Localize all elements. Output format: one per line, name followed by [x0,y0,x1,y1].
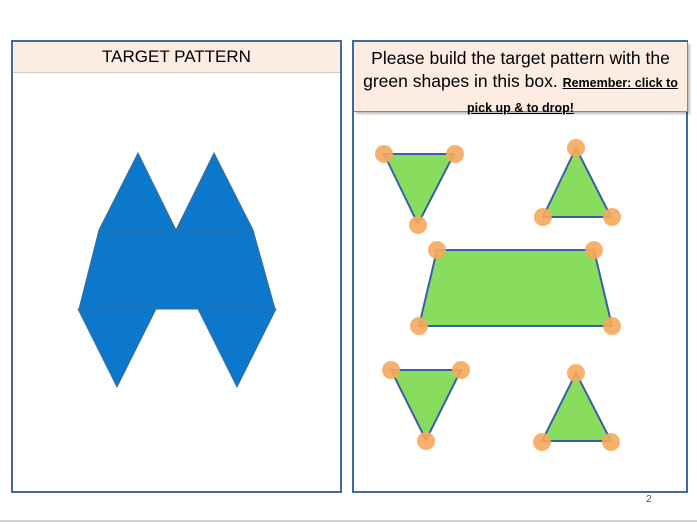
build-area-panel[interactable]: Please build the target pattern with the… [352,40,688,493]
handle-dot[interactable] [603,317,621,335]
target-pattern-title: TARGET PATTERN [13,42,340,73]
target-pattern [77,151,277,389]
handle-dot[interactable] [534,208,552,226]
handle-dot[interactable] [567,139,585,157]
target-triangle-top-left [98,151,177,231]
handle-dot[interactable] [375,145,393,163]
green-shape-triangle-down-2[interactable] [382,361,470,450]
handle-dot[interactable] [410,317,428,335]
reminder-text: Remember: click to pick up & to drop! [467,76,678,115]
instruction-text: Please build the target pattern with the… [363,48,670,91]
green-shape-triangle-up-1[interactable] [534,139,621,226]
target-triangle-bottom-right [197,308,277,389]
build-instructions: Please build the target pattern with the… [354,42,688,115]
green-shape-triangle-up-2[interactable] [533,364,620,451]
target-pattern-panel: TARGET PATTERN [11,40,342,493]
handle-dot[interactable] [409,216,427,234]
handle-dot[interactable] [602,433,620,451]
handle-dot[interactable] [452,361,470,379]
handle-dot[interactable] [417,432,435,450]
green-shape-triangle-down-1[interactable] [375,145,464,234]
handle-dot[interactable] [382,361,400,379]
handle-dot[interactable] [428,241,446,259]
target-trapezoid [78,229,276,310]
slide-divider [0,520,697,522]
target-triangle-top-right [175,151,254,231]
handle-dot[interactable] [567,364,585,382]
green-shape-trapezoid[interactable] [410,241,621,335]
target-triangle-bottom-left [77,308,157,389]
handle-dot[interactable] [533,433,551,451]
handle-dot[interactable] [446,145,464,163]
handle-dot[interactable] [603,208,621,226]
page-number: 2 [646,494,652,505]
handle-dot[interactable] [585,241,603,259]
